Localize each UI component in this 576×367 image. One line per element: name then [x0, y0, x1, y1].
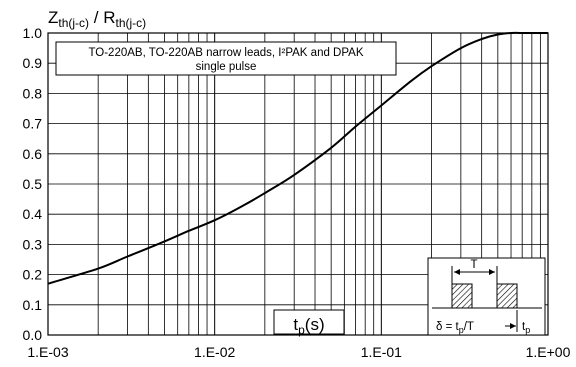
inset-pulse-1	[451, 283, 473, 309]
x-tick-label: 1.E+00	[526, 344, 571, 360]
y-tick-label: 0.2	[23, 267, 43, 283]
x-tick-label: 1.E-03	[27, 344, 68, 360]
y-tick-label: 0.4	[23, 206, 43, 222]
x-axis-title: tp(s)	[273, 309, 345, 337]
y-tick-label: 0.3	[23, 236, 43, 252]
x-tick-label: 1.E-01	[361, 344, 402, 360]
inset-pulse-2	[496, 283, 518, 309]
y-tick-label: 0.8	[23, 85, 43, 101]
plot-frame	[47, 32, 549, 336]
svg-text:tp(s): tp(s)	[293, 315, 324, 337]
y-tick-labels: 0.0 0.1 0.2 0.3 0.4 0.5 0.6 0.7 0.8 0.9 1.0	[23, 25, 43, 343]
series-line	[47, 31, 548, 285]
y-tick-label: 0.1	[23, 297, 43, 313]
y-tick-label: 0.5	[23, 176, 43, 192]
y-tick-label: 0.9	[23, 55, 43, 71]
inset-pulse-label: tp	[522, 321, 530, 335]
x-tick-label: 1.E-02	[194, 344, 235, 360]
y-axis-title: Zth(j-c) / Rth(j-c)	[48, 8, 146, 30]
y-tick-label: 1.0	[23, 25, 43, 41]
y-tick-label: 0.6	[23, 146, 43, 162]
y-tick-label: 0.7	[23, 116, 43, 132]
annotation-line-1: TO-220AB, TO-220AB narrow leads, I²PAK a…	[88, 47, 363, 59]
inset-period-label: T	[470, 259, 477, 271]
duty-cycle-inset: T δ = tp/T tp	[427, 257, 546, 336]
x-tick-labels: 1.E-03 1.E-02 1.E-01 1.E+00	[27, 344, 570, 360]
y-tick-label: 0.0	[23, 327, 43, 343]
inset-duty-label: δ = tp/T	[436, 321, 474, 335]
annotation-line-2: single pulse	[196, 61, 257, 73]
annotation-box: TO-220AB, TO-220AB narrow leads, I²PAK a…	[55, 41, 397, 76]
